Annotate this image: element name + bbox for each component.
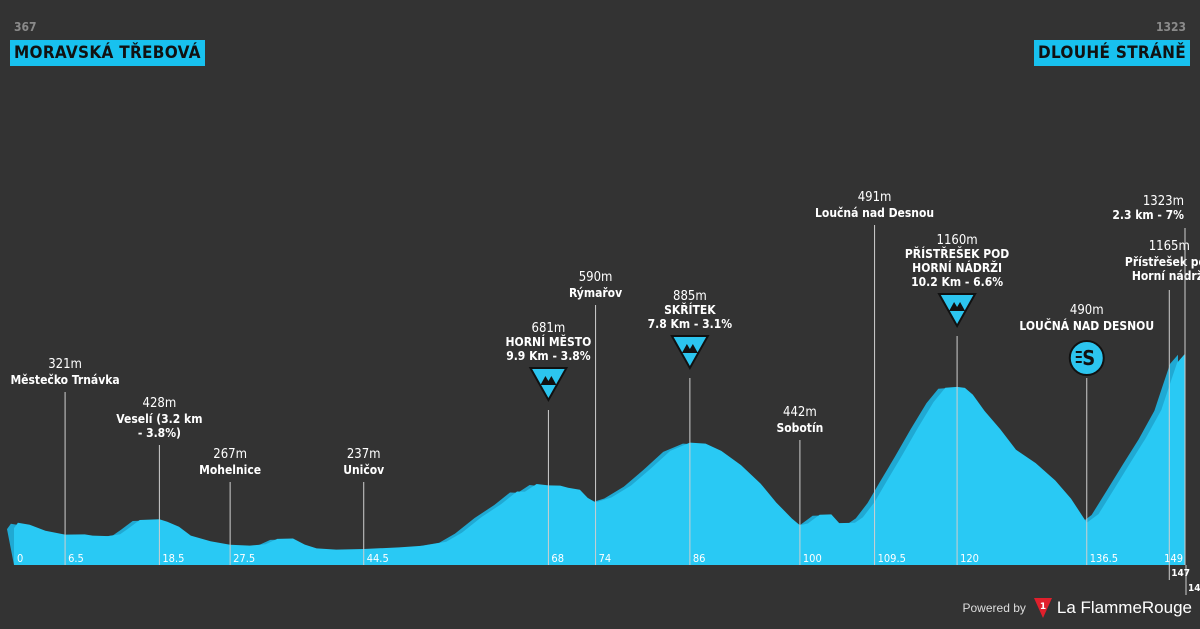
x-tick-label: 18.5 xyxy=(162,552,184,565)
finish-climb-detail: 2.3 km - 7% xyxy=(1112,208,1184,222)
mountain-glyph xyxy=(540,376,557,385)
x-tick-label: 120 xyxy=(960,552,979,565)
waypoint-elevation: 1165m xyxy=(1149,239,1190,254)
waypoint-elevation: 885m xyxy=(673,289,707,304)
waypoint-detail: - 3.8%) xyxy=(138,426,181,440)
waypoint-name-2: Horní nádrži xyxy=(1132,269,1200,283)
brand-name: La FlammeRouge xyxy=(1056,598,1192,617)
waypoint-elevation: 428m xyxy=(143,396,177,411)
flamme-rouge-icon: 1 xyxy=(1033,598,1052,618)
brand-logo[interactable]: 1 La FlammeRouge xyxy=(1033,598,1192,618)
waypoint-name: Mohelnice xyxy=(199,463,261,477)
extra-tick-label: 147 xyxy=(1171,568,1190,579)
climb-name: HORNÍ MĚSTO xyxy=(506,334,592,349)
waypoint-elevation: 491m xyxy=(858,190,892,205)
x-tick-label: 0 xyxy=(17,552,23,565)
waypoint-elevation: 1160m xyxy=(937,233,978,248)
waypoint-elevation: 321m xyxy=(48,357,82,372)
x-tick-label: 74 xyxy=(599,552,612,565)
start-city-name: MORAVSKÁ TŘEBOVÁ xyxy=(10,40,205,66)
waypoint-elevation: 590m xyxy=(579,270,613,285)
finish-elevation: 1323 xyxy=(1155,20,1186,34)
x-tick-label: 109.5 xyxy=(878,552,906,565)
waypoint-name: Rýmařov xyxy=(569,286,622,300)
sprint-glyph: S xyxy=(1082,346,1095,370)
x-tick-label: 27.5 xyxy=(233,552,255,565)
x-tick-label: 100 xyxy=(803,552,822,565)
x-tick-label: 68 xyxy=(551,552,564,565)
profile-area xyxy=(14,353,1185,565)
waypoint-name: Přístřešek pod xyxy=(1125,255,1200,269)
waypoint-name: Loučná nad Desnou xyxy=(815,206,934,220)
x-tick-label: 44.5 xyxy=(367,552,389,565)
waypoint-name: Městečko Trnávka xyxy=(10,373,119,387)
waypoint-elevation: 681m xyxy=(532,321,566,336)
branding: Powered by 1 La FlammeRouge xyxy=(962,597,1192,619)
x-tick-label: 136.5 xyxy=(1090,552,1118,565)
powered-by-text: Powered by xyxy=(962,601,1026,615)
waypoint-elevation: 442m xyxy=(783,405,817,420)
sprint-icon xyxy=(1068,340,1105,376)
waypoint-elevation: 490m xyxy=(1070,303,1104,318)
waypoint-name: Veselí (3.2 km xyxy=(116,412,202,426)
climb-name-2: HORNÍ NÁDRŽI xyxy=(912,260,1002,275)
waypoint-elevation: 237m xyxy=(347,447,381,462)
mountain-glyph xyxy=(949,302,966,311)
finish-city-name: DLOUHÉ STRÁNĚ xyxy=(1033,40,1190,66)
svg-text:1: 1 xyxy=(1040,602,1046,612)
mountain-glyph xyxy=(681,344,698,353)
tick-layer: 0 6.5 18.5 27.5 44.5 68 74 86 100 109.5 120 136.5 14… xyxy=(17,552,1200,595)
x-tick-label: 86 xyxy=(693,552,706,565)
waypoint-marker: 2.3 km - 7%1323m xyxy=(1112,194,1186,565)
waypoint-name: Uničov xyxy=(343,463,384,477)
waypoint-elevation: 1323m xyxy=(1143,194,1184,209)
start-elevation: 367 xyxy=(14,20,37,34)
climb-detail: 10.2 Km - 6.6% xyxy=(911,275,1003,289)
waypoint-name: Sobotín xyxy=(776,421,823,435)
climb-name: SKŘÍTEK xyxy=(664,302,716,317)
x-tick-label: 149 xyxy=(1164,552,1183,565)
climb-name: PŘÍSTŘEŠEK POD xyxy=(905,246,1009,261)
extra-tick-label: 149 xyxy=(1188,583,1200,594)
profile-layer xyxy=(7,353,1185,565)
sprint-name: LOUČNÁ NAD DESNOU xyxy=(1019,318,1154,333)
waypoint-elevation: 267m xyxy=(213,447,247,462)
x-tick-label: 6.5 xyxy=(68,552,84,565)
climb-detail: 7.8 Km - 3.1% xyxy=(648,317,733,331)
climb-detail: 9.9 Km - 3.8% xyxy=(506,349,591,363)
